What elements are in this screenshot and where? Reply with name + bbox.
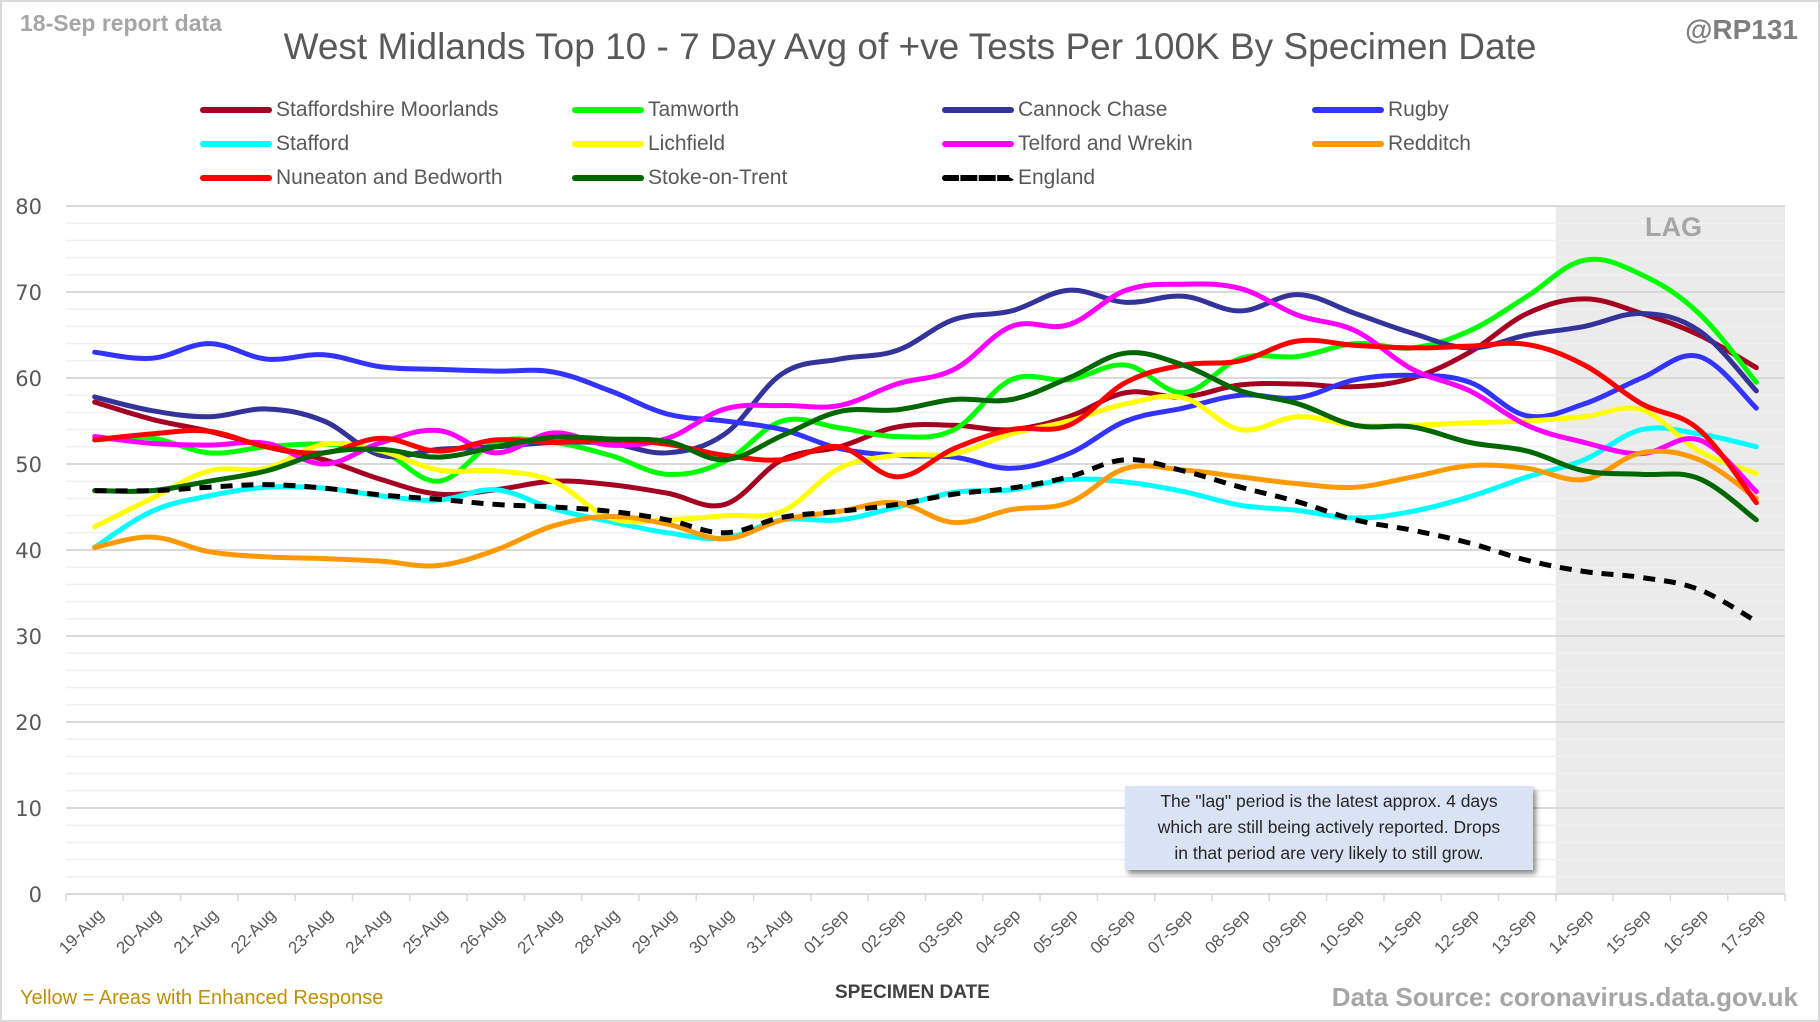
legend-item: Stoke-on-Trent [572, 164, 787, 192]
y-tick-label: 10 [15, 797, 42, 821]
lag-note-line: which are still being actively reported.… [1157, 817, 1501, 837]
x-tick-label: 10-Sep [1316, 905, 1368, 957]
legend-item: Rugby [1312, 96, 1449, 124]
y-tick-label: 0 [29, 883, 42, 907]
legend-swatch [942, 141, 1014, 147]
x-tick-label: 31-Aug [743, 905, 795, 957]
legend-item: Redditch [1312, 130, 1471, 158]
y-tick-label: 50 [15, 453, 42, 477]
x-tick-label: 28-Aug [571, 905, 623, 957]
author-handle: @RP131 [1685, 14, 1798, 45]
legend-item: England [942, 164, 1095, 192]
x-tick-label: 08-Sep [1201, 905, 1253, 957]
lag-note-line: in that period are very likely to still … [1174, 843, 1484, 863]
legend-item: Cannock Chase [942, 96, 1167, 124]
y-tick-label: 80 [15, 195, 42, 219]
y-tick-label: 20 [15, 711, 42, 735]
x-tick-label: 04-Sep [972, 905, 1024, 957]
x-tick-label: 24-Aug [342, 905, 394, 957]
data-source: Data Source: coronavirus.data.gov.uk [1331, 982, 1798, 1012]
legend-swatch [942, 107, 1014, 113]
legend-item: Staffordshire Moorlands [200, 96, 499, 124]
y-tick-label: 60 [15, 367, 42, 391]
x-tick-label: 17-Sep [1717, 905, 1769, 957]
legend-label: Nuneaton and Bedworth [276, 166, 503, 189]
legend-swatch [200, 141, 272, 147]
lag-note-box: The "lag" period is the latest approx. 4… [1125, 786, 1533, 870]
legend-label: England [1018, 166, 1096, 189]
legend-label: Stoke-on-Trent [648, 166, 788, 189]
legend-label: Staffordshire Moorlands [276, 98, 499, 121]
x-tick-label: 11-Sep [1374, 905, 1425, 956]
x-tick-label: 14-Sep [1545, 905, 1597, 957]
legend-swatch [572, 107, 644, 113]
x-tick-label: 27-Aug [514, 905, 566, 957]
series-line-nuneaton-and-bedworth [92, 337, 1759, 506]
x-tick-label: 22-Aug [227, 905, 279, 957]
x-tick-label: 06-Sep [1087, 905, 1139, 957]
series-line-telford-and-wrekin [92, 281, 1759, 495]
y-tick-label: 70 [15, 281, 42, 305]
x-tick-label: 12-Sep [1430, 905, 1482, 957]
lag-label: LAG [1645, 212, 1702, 242]
lag-note-line: The "lag" period is the latest approx. 4… [1160, 791, 1498, 811]
x-tick-label: 02-Sep [857, 905, 909, 957]
series-line-cannock-chase [92, 287, 1759, 460]
x-axis-title: SPECIMEN DATE [835, 982, 990, 1003]
x-tick-label: 30-Aug [686, 905, 738, 957]
x-tick-label: 26-Aug [456, 905, 508, 957]
legend-swatch [1312, 141, 1384, 147]
legend-item: Stafford [200, 130, 349, 158]
x-tick-label: 23-Aug [284, 905, 336, 957]
legend-label: Redditch [1388, 132, 1471, 155]
legend-label: Cannock Chase [1018, 98, 1168, 121]
x-tick-label: 13-Sep [1488, 905, 1540, 957]
legend-item: Lichfield [572, 130, 725, 158]
x-tick-label: 01-Sep [800, 905, 852, 957]
x-tick-label: 05-Sep [1029, 905, 1081, 957]
series-line-redditch [92, 448, 1759, 569]
y-tick-label: 40 [15, 539, 42, 563]
x-tick-label: 07-Sep [1144, 905, 1196, 957]
legend-item: Tamworth [572, 96, 739, 124]
legend-swatch [200, 107, 272, 113]
x-tick-label: 16-Sep [1660, 905, 1712, 957]
report-date-label: 18-Sep report data [20, 10, 222, 36]
legend-swatch [572, 141, 644, 147]
legend-label: Telford and Wrekin [1018, 132, 1193, 155]
x-tick-label: 21-Aug [170, 905, 222, 957]
series-line-stoke-on-trent [92, 350, 1759, 523]
x-tick-label: 20-Aug [113, 905, 165, 957]
legend-swatch [200, 175, 272, 181]
x-tick-label: 03-Sep [915, 905, 967, 957]
legend-label: Stafford [276, 132, 350, 155]
y-tick-label: 30 [15, 625, 42, 649]
legend-item: Nuneaton and Bedworth [200, 164, 503, 192]
x-tick-label: 25-Aug [399, 905, 451, 957]
legend-swatch [942, 175, 1014, 181]
legend-swatch [572, 175, 644, 181]
chart-title: West Midlands Top 10 - 7 Day Avg of +ve … [283, 26, 1537, 67]
x-tick-label: 15-Sep [1602, 905, 1654, 957]
legend-label: Rugby [1388, 98, 1449, 121]
legend-item: Telford and Wrekin [942, 130, 1193, 158]
legend-label: Tamworth [648, 98, 740, 121]
legend-swatch [1312, 107, 1384, 113]
x-tick-label: 29-Aug [628, 905, 680, 957]
series-line-england [94, 457, 1758, 624]
x-tick-label: 19-Aug [55, 905, 107, 957]
x-tick-label: 09-Sep [1259, 905, 1311, 957]
legend-label: Lichfield [648, 132, 726, 155]
footnote: Yellow = Areas with Enhanced Response [20, 987, 384, 1009]
